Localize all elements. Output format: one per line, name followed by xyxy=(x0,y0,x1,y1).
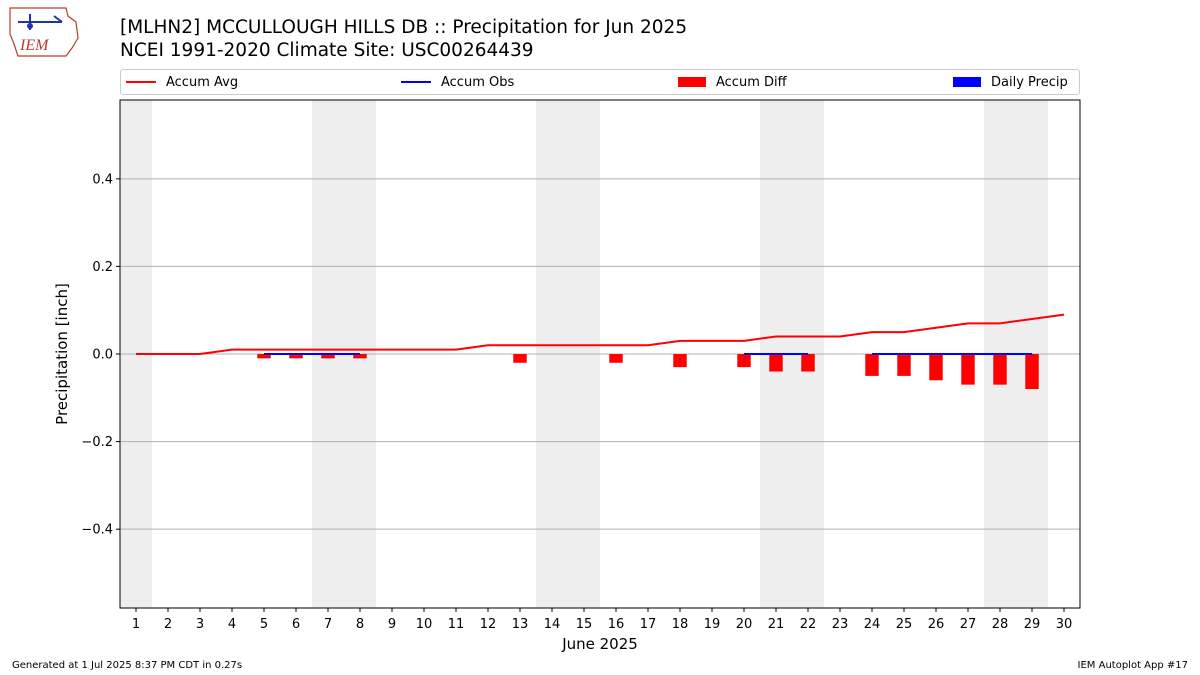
diff-bar xyxy=(961,354,975,385)
x-tick-label: 4 xyxy=(228,617,236,632)
legend-swatch xyxy=(126,81,156,83)
legend-label: Accum Diff xyxy=(716,74,787,90)
y-tick-label: 0.0 xyxy=(92,348,113,363)
accum-avg-line xyxy=(136,313,1065,355)
x-tick-label: 21 xyxy=(768,617,785,632)
chart-subtitle: NCEI 1991-2020 Climate Site: USC00264439 xyxy=(120,40,534,61)
diff-bar xyxy=(769,354,783,372)
y-tick-label: −0.4 xyxy=(81,523,113,538)
y-tick-label: 0.2 xyxy=(92,260,113,275)
x-tick-label: 10 xyxy=(416,617,433,632)
diff-bar xyxy=(897,354,911,376)
x-tick-label: 27 xyxy=(960,617,977,632)
logo-text: IEM xyxy=(19,37,50,54)
x-tick-label: 25 xyxy=(896,617,913,632)
generated-footer: Generated at 1 Jul 2025 8:37 PM CDT in 0… xyxy=(12,660,243,671)
x-tick-label: 19 xyxy=(704,617,721,632)
y-tick-label: −0.2 xyxy=(81,435,113,450)
y-tick-label: 0.4 xyxy=(92,172,113,187)
x-tick-label: 15 xyxy=(576,617,593,632)
x-tick-label: 12 xyxy=(480,617,497,632)
diff-bar xyxy=(801,354,815,372)
x-axis-label: June 2025 xyxy=(561,635,638,653)
x-tick-label: 5 xyxy=(260,617,268,632)
legend-swatch xyxy=(678,77,706,87)
legend-swatch xyxy=(401,81,431,83)
legend-item-daily-precip: Daily Precip xyxy=(953,70,1068,94)
legend-item-accum-avg: Accum Avg xyxy=(126,70,238,94)
x-tick-label: 13 xyxy=(512,617,529,632)
diff-bar xyxy=(1025,354,1039,390)
diff-bar xyxy=(257,354,271,359)
x-tick-label: 6 xyxy=(292,617,300,632)
y-axis-label: Precipitation [inch] xyxy=(53,283,71,425)
x-tick-label: 28 xyxy=(992,617,1009,632)
legend-swatch xyxy=(953,77,981,87)
diff-bar xyxy=(353,354,367,359)
chart-title: [MLHN2] MCCULLOUGH HILLS DB :: Precipita… xyxy=(120,17,688,38)
x-tick-label: 11 xyxy=(448,617,465,632)
diff-bar xyxy=(929,354,943,381)
x-tick-label: 18 xyxy=(672,617,689,632)
x-tick-label: 30 xyxy=(1056,617,1073,632)
diff-bar xyxy=(609,354,623,363)
x-tick-label: 9 xyxy=(388,617,396,632)
x-tick-label: 23 xyxy=(832,617,849,632)
iem-logo: IEM xyxy=(9,7,79,57)
x-tick-label: 7 xyxy=(324,617,332,632)
x-tick-label: 2 xyxy=(164,617,172,632)
x-tick-label: 8 xyxy=(356,617,364,632)
x-tick-label: 14 xyxy=(544,617,561,632)
plot-frame xyxy=(119,99,1081,609)
legend-label: Accum Obs xyxy=(441,74,515,90)
legend-item-accum-obs: Accum Obs xyxy=(401,70,514,94)
legend-item-accum-diff: Accum Diff xyxy=(678,70,787,94)
x-tick-label: 3 xyxy=(196,617,204,632)
x-tick-label: 24 xyxy=(864,617,881,632)
diff-bar xyxy=(737,354,751,368)
diff-bar xyxy=(673,354,687,368)
legend-label: Daily Precip xyxy=(991,74,1068,90)
diff-bar xyxy=(513,354,527,363)
app-footer: IEM Autoplot App #17 xyxy=(1077,660,1188,671)
x-tick-label: 16 xyxy=(608,617,625,632)
diff-bar xyxy=(865,354,879,376)
legend-label: Accum Avg xyxy=(166,74,239,90)
x-tick-label: 17 xyxy=(640,617,657,632)
diff-bar xyxy=(289,354,303,359)
x-tick-label: 29 xyxy=(1024,617,1041,632)
diff-bar xyxy=(321,354,335,359)
x-tick-label: 26 xyxy=(928,617,945,632)
x-tick-label: 1 xyxy=(132,617,140,632)
diff-bar xyxy=(993,354,1007,385)
chart-legend: Accum Avg Accum Obs Accum Diff Daily Pre… xyxy=(120,69,1080,95)
x-tick-label: 22 xyxy=(800,617,817,632)
x-tick-label: 20 xyxy=(736,617,753,632)
